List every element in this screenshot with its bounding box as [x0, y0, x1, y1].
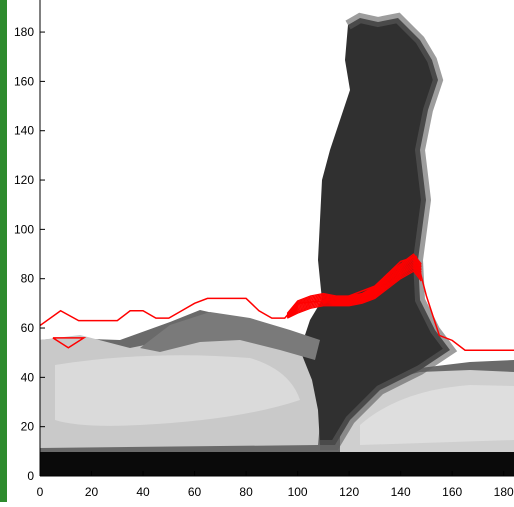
x-tick-label: 160: [442, 485, 462, 499]
x-tick-label: 40: [136, 485, 150, 499]
x-tick-label: 60: [188, 485, 202, 499]
y-tick-label: 0: [27, 469, 34, 483]
y-tick-label: 60: [21, 321, 35, 335]
band-contour-line: [286, 261, 422, 316]
x-tick-label: 20: [85, 485, 99, 499]
band-contour-line: [287, 268, 422, 319]
x-tick-label: 80: [239, 485, 253, 499]
boundary-contour: [40, 255, 514, 351]
band-contour-line: [286, 262, 422, 317]
x-tick-label: 180: [494, 485, 514, 499]
x-tick-label: 100: [288, 485, 308, 499]
y-tick-label: 20: [21, 420, 35, 434]
band-contour-line: [286, 264, 422, 317]
small-triangle-contour: [52, 337, 87, 349]
y-tick-label: 120: [14, 173, 34, 187]
band-contour-line: [286, 256, 422, 315]
x-tick-label: 140: [391, 485, 411, 499]
contour-lines: [40, 253, 514, 351]
band-contour-line: [286, 259, 422, 316]
x-tick-label: 120: [339, 485, 359, 499]
band-contour-line: [286, 267, 422, 318]
band-contour-line: [286, 254, 422, 315]
y-tick-label: 80: [21, 272, 35, 286]
y-axis-ticks: 0 20 40 60 80 100 120 140 160 180: [14, 25, 45, 483]
y-tick-label: 40: [21, 370, 35, 384]
x-tick-label: 0: [37, 485, 44, 499]
band-contour-line: [287, 270, 422, 319]
grayscale-image: [40, 0, 514, 476]
y-tick-label: 100: [14, 222, 34, 236]
x-axis-ticks: 0 20 40 60 80 100 120 140 160 180: [37, 471, 514, 499]
band-contour-line: [286, 257, 422, 315]
y-tick-label: 140: [14, 124, 34, 138]
y-tick-label: 160: [14, 74, 34, 88]
band-contour-line: [286, 265, 422, 318]
y-tick-label: 180: [14, 25, 34, 39]
band-contour-line: [286, 253, 422, 314]
side-accent-bar: [0, 0, 7, 502]
axes: 0 20 40 60 80 100 120 140 160 180 0 20 40 60 80 100 120…: [14, 0, 514, 499]
